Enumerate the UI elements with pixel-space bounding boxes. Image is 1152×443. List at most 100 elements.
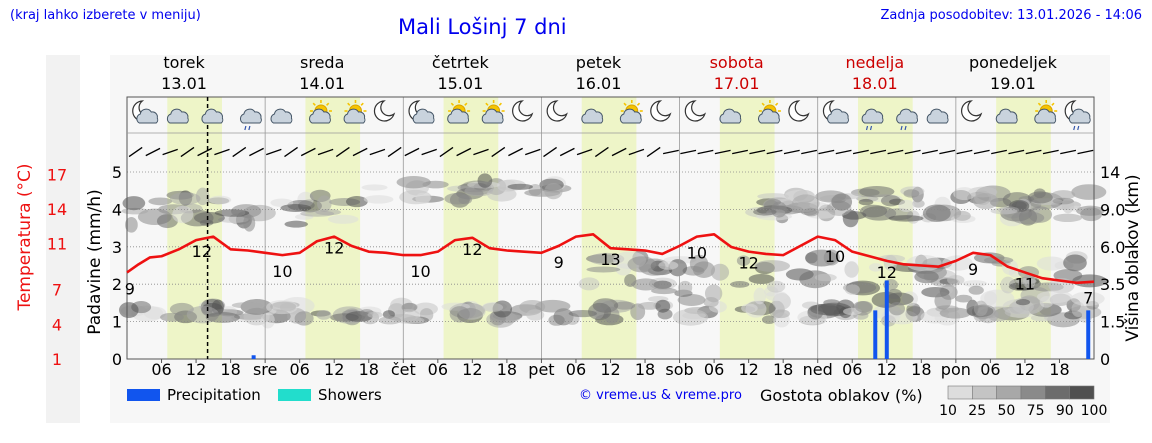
cloud-density-blob	[703, 296, 719, 308]
wind-barb	[369, 148, 386, 156]
moon-icon	[960, 100, 983, 122]
wind-barb	[818, 149, 835, 155]
cloud-shape	[896, 108, 918, 124]
x-tick-label: pet	[528, 360, 554, 379]
x-tick-label: 18	[1049, 360, 1069, 379]
temperature-value-label: 12	[192, 242, 212, 261]
cloud-density-blob	[266, 300, 298, 315]
wind-barb	[783, 149, 800, 155]
x-tick-label: 06	[842, 360, 862, 379]
chart-title: Mali Lošinj 7 dni	[398, 15, 567, 39]
cloud-density-blob	[903, 189, 920, 198]
cloud-density-blob	[507, 183, 533, 190]
density-tick-label: 90	[1056, 403, 1074, 419]
x-tick-label: 18	[635, 360, 655, 379]
cloud-icon	[270, 108, 293, 124]
wind-barb	[732, 149, 748, 155]
cloud-density-blob	[327, 214, 359, 224]
rain-drop	[869, 125, 873, 131]
cloud-density-blob	[125, 216, 138, 233]
temperature-tick-label: 4	[52, 315, 62, 334]
wind-barb	[991, 149, 1007, 155]
wind-barb	[317, 148, 334, 156]
sun-ray	[636, 102, 641, 106]
x-tick-label: 12	[324, 360, 344, 379]
x-tick-label: 12	[462, 360, 482, 379]
cloud-density-blob	[378, 316, 402, 325]
density-swatch	[972, 385, 997, 400]
precipitation-tick-label: 0	[112, 350, 122, 369]
copyright-link[interactable]: © vreme.us & vreme.pro	[579, 388, 742, 403]
cloud-density-blob	[807, 305, 824, 320]
cloud-density-blob	[1015, 278, 1037, 285]
wind-barb	[956, 149, 973, 155]
cloud-density-blob	[934, 291, 952, 310]
cloud-density-blob	[953, 210, 971, 221]
cloud-shape	[861, 108, 884, 124]
wind-barb	[870, 149, 887, 155]
x-tick-label: 06	[151, 360, 171, 379]
sun-ray	[623, 102, 627, 106]
precipitation-tick-label: 4	[112, 200, 122, 219]
moon-shape	[650, 100, 672, 122]
cloud-density-blob	[1015, 299, 1031, 306]
temperature-tick-label: 1	[52, 350, 62, 369]
cloud-density-blob	[205, 312, 240, 323]
cloud-height-tick-label: 1.5	[1100, 313, 1125, 332]
wind-barb	[697, 149, 714, 155]
sun-cloud-icon	[481, 100, 505, 124]
sun-ray	[347, 102, 351, 106]
density-swatch	[947, 385, 973, 400]
moon-icon	[512, 100, 534, 122]
rain-drop	[865, 125, 869, 131]
precipitation-bar	[251, 355, 256, 359]
wind-barb	[749, 149, 766, 155]
wind-barb	[973, 149, 990, 155]
moon-icon	[788, 100, 810, 122]
temperature-value-label: 10	[272, 262, 292, 281]
temperature-tick-label: 7	[52, 281, 62, 300]
cloud-density-blob	[682, 266, 705, 276]
density-swatch	[1020, 385, 1046, 400]
cloud-density-blob	[214, 209, 250, 217]
cloud-density-blob	[208, 195, 232, 205]
cloud-density-blob	[651, 287, 678, 295]
cloud-rain-icon	[896, 108, 918, 131]
wind-barb	[1077, 149, 1094, 155]
x-tick-label: 06	[980, 360, 1000, 379]
cloud-shape	[239, 108, 262, 124]
wind-barb	[714, 149, 731, 155]
cloud-density-blob	[172, 205, 194, 224]
temperature-value-label: 9	[968, 260, 978, 279]
cloud-density-blob	[1071, 184, 1107, 200]
moon-icon	[373, 100, 396, 122]
location-menu-hint[interactable]: (kraj lahko izberete v meniju)	[10, 8, 201, 23]
cloud-height-tick-label: 3.5	[1100, 275, 1125, 294]
precipitation-tick-label: 1	[112, 313, 122, 332]
wind-barb	[887, 149, 904, 155]
moon-icon	[650, 100, 672, 122]
cloud-shape	[343, 108, 366, 124]
sun-cloud-icon	[447, 100, 471, 124]
x-tick-label: 12	[600, 360, 620, 379]
day-date-label: 14.01	[299, 74, 345, 93]
temperature-value-label: 12	[462, 240, 482, 259]
cloud-density-blob	[677, 293, 706, 306]
wind-barb	[646, 146, 661, 158]
cloud-icon	[581, 108, 604, 124]
wind-barb	[197, 147, 213, 157]
precipitation-bar	[884, 280, 889, 359]
wind-barb	[559, 147, 575, 157]
cloud-density-blob	[754, 260, 791, 272]
temperature-value-label: 12	[324, 239, 344, 258]
cloud-density-blob	[678, 280, 693, 295]
x-tick-label: 18	[359, 360, 379, 379]
wind-barb	[939, 149, 956, 155]
wind-barb	[543, 146, 557, 158]
cloud-shape	[136, 108, 159, 124]
cloud-density-blob	[477, 173, 493, 188]
left-axis-panel	[46, 55, 80, 423]
density-swatch	[996, 385, 1022, 400]
moon-shape	[684, 100, 706, 122]
cloud-density-blob	[953, 187, 976, 201]
